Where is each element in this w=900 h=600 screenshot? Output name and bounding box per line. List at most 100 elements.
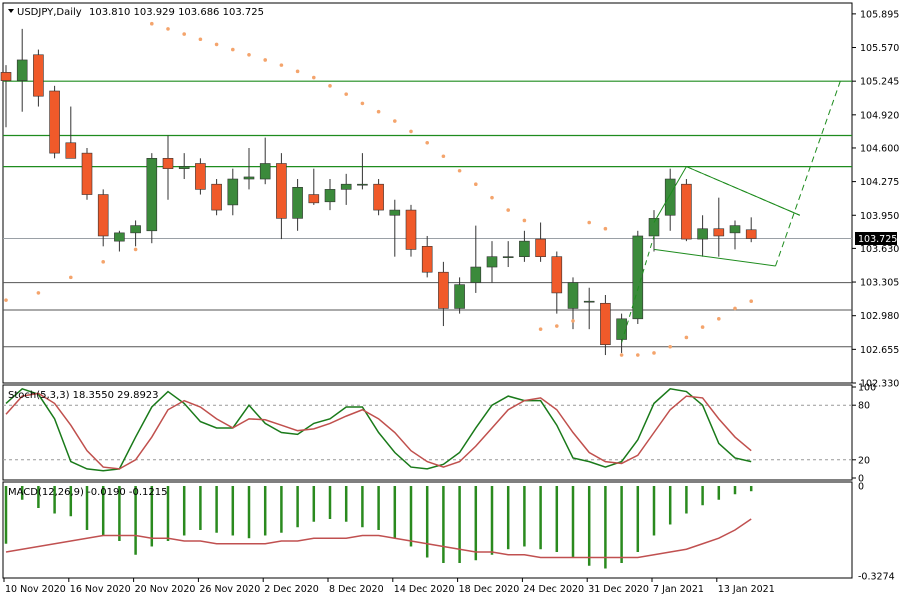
sar-dot: [312, 75, 316, 80]
candle-body: [535, 238, 546, 257]
dropdown-triangle-icon[interactable]: [8, 9, 14, 13]
price-tick-label: 102.330: [860, 379, 899, 390]
price-tick-label: 102.980: [860, 311, 899, 322]
macd-tick-label: -0.3274: [858, 572, 895, 583]
sar-dot: [182, 32, 186, 36]
candle-body: [65, 142, 77, 159]
sar-dot: [733, 306, 737, 311]
sar-dot: [603, 226, 608, 231]
candle-body: [259, 163, 271, 180]
sar-dot: [700, 325, 705, 329]
date-tick-label: 26 Nov 2020: [199, 584, 260, 595]
sar-dot: [506, 208, 511, 212]
candle-body: [146, 158, 158, 232]
sar-dot: [344, 92, 349, 96]
candle-body: [195, 163, 206, 190]
stoch-tick-label: 100: [858, 383, 876, 394]
stoch-tick-label: 80: [858, 401, 870, 412]
candle-body: [243, 176, 255, 180]
macd-title: MACD(12,26,9) -0.0190 -0.1215: [8, 487, 168, 498]
candle-body: [681, 183, 692, 240]
candle-body: [632, 235, 644, 320]
price-tick-label: 102.655: [860, 345, 899, 356]
sar-dot: [214, 42, 219, 47]
axes: 105.895 105.570 105.245 104.920 104.600 104.2…: [3, 9, 899, 595]
stoch-tick-label: 0: [858, 474, 864, 485]
sar-dot: [587, 220, 591, 225]
candle-body: [357, 183, 368, 186]
candle-body: [438, 271, 449, 309]
date-tick-label: 20 Nov 2020: [135, 584, 196, 595]
stoch-line-signal: [5, 392, 752, 470]
date-tick-label: 24 Dec 2020: [523, 584, 584, 595]
sar-dot: [457, 168, 462, 173]
sar-dot: [571, 319, 575, 323]
stoch-pane: [2, 384, 853, 481]
projection-line: [775, 81, 841, 267]
macd-pane: [2, 481, 853, 579]
candle-body: [389, 209, 401, 216]
sar-dot: [247, 52, 251, 57]
sar-dot: [101, 260, 105, 264]
price-tick-label: 105.245: [860, 77, 899, 88]
candle-body: [745, 229, 757, 239]
symbol-label: USDJPY,Daily: [17, 7, 82, 18]
candle-body: [0, 72, 12, 81]
candle-body: [486, 256, 498, 268]
sar-dot: [717, 317, 721, 321]
candle-body: [583, 300, 595, 303]
price-tag-label: 103.725: [858, 234, 897, 245]
candle-body: [567, 282, 579, 309]
stoch-plot: [3, 387, 852, 472]
candle-body: [49, 90, 60, 154]
stoch-title: Stoch(5,3,3) 18.3550 29.8923: [8, 390, 159, 401]
candle-body: [162, 158, 174, 169]
candle-body: [697, 228, 708, 240]
triangle-lower-line: [653, 248, 776, 267]
sar-dot: [393, 119, 397, 123]
sar-dot: [684, 335, 689, 340]
date-tick-label: 10 Nov 2020: [5, 584, 66, 595]
sar-dot: [328, 84, 332, 88]
sar-dot: [490, 195, 494, 200]
sar-dot: [409, 129, 413, 134]
candle-body: [373, 183, 384, 211]
candle-body: [729, 225, 741, 234]
price-tick-label: 104.275: [860, 177, 899, 188]
price-tick-label: 103.950: [860, 211, 899, 222]
date-tick-label: 16 Nov 2020: [70, 584, 131, 595]
price-tick-label: 103.305: [860, 278, 899, 289]
candle-body: [713, 228, 725, 237]
price-tick-label: 105.570: [860, 43, 899, 54]
date-tick-label: 7 Jan 2021: [653, 584, 704, 595]
sar-dot: [636, 353, 640, 357]
date-tick-label: 2 Dec 2020: [264, 584, 319, 595]
candle-body: [178, 166, 190, 169]
candle-body: [454, 284, 465, 309]
candle-body: [292, 187, 303, 219]
candle-body: [664, 178, 676, 216]
price-tick-label: 104.600: [860, 143, 899, 154]
candle-body: [308, 194, 320, 204]
sar-dot: [69, 275, 73, 280]
candle-body: [470, 266, 482, 283]
sar-dot: [36, 291, 41, 295]
candle-body: [502, 256, 514, 258]
candle-body: [97, 194, 109, 237]
sar-dot: [133, 247, 138, 252]
date-tick-label: 18 Dec 2020: [459, 584, 520, 595]
macd-plot: [4, 486, 753, 569]
sar-dot: [4, 298, 8, 302]
sar-dot: [198, 37, 203, 42]
date-tick-label: 14 Dec 2020: [394, 584, 455, 595]
sar-dot: [474, 182, 478, 186]
price-plot: [0, 21, 852, 357]
sar-dot: [231, 47, 235, 52]
sar-dot: [166, 27, 170, 31]
candle-body: [227, 178, 239, 206]
sar-dot: [425, 140, 430, 145]
sar-dot: [295, 69, 300, 74]
candle-body: [421, 246, 433, 273]
sar-dot: [555, 324, 559, 328]
candle-body: [340, 183, 352, 190]
